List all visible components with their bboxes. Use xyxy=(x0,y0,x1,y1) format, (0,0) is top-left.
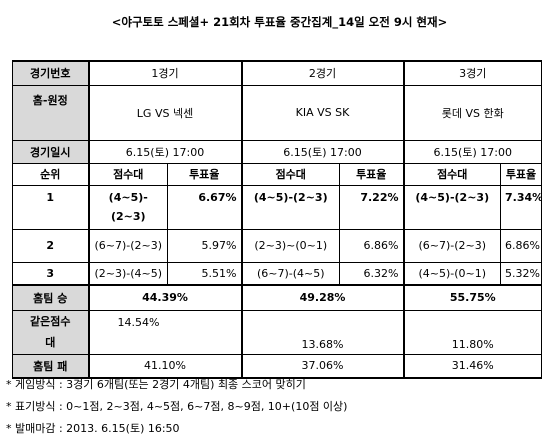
date-row: 경기일시 6.15(토) 17:00 6.15(토) 17:00 6.15(토)… xyxy=(12,139,542,164)
game1-home-loss: 41.10% xyxy=(87,353,242,379)
game3-rate-header: 투표율 xyxy=(500,162,542,186)
game1-home-win: 44.39% xyxy=(87,284,242,311)
rank-3-label: 3 xyxy=(12,261,89,286)
home-win-row: 홈팀 승 44.39% 49.28% 55.75% xyxy=(12,284,542,311)
game1-date: 6.15(토) 17:00 xyxy=(87,139,242,164)
game1-rank1-score: (4~5)- (2~3) xyxy=(87,184,168,230)
game2-rank1-score: (4~5)-(2~3) xyxy=(240,184,340,230)
draw-label: 같은점수 대 xyxy=(12,309,89,355)
game2-rank1-rate: 7.22% xyxy=(339,184,404,230)
game2-rank2-rate: 6.86% xyxy=(339,228,404,263)
game-number-row: 경기번호 1경기 2경기 3경기 xyxy=(12,60,542,86)
teams-label: 홈-원정 xyxy=(12,84,89,141)
teams-row: 홈-원정 LG VS 넥센 KIA VS SK 롯데 VS 한화 xyxy=(12,84,542,141)
game2-rank3-rate: 6.32% xyxy=(339,261,404,286)
game1-rank2-rate: 5.97% xyxy=(167,228,242,263)
game3-home-win: 55.75% xyxy=(402,284,542,311)
home-loss-row: 홈팀 패 41.10% 37.06% 31.46% xyxy=(12,353,542,379)
game2-home-loss: 37.06% xyxy=(240,353,404,379)
note-game-method: * 게임방식 : 3경기 6개팀(또는 2경기 4개팀) 최종 스코어 맞히기 xyxy=(6,378,306,391)
rank-header-row: 순위 점수대 투표율 점수대 투표율 점수대 투표율 xyxy=(12,162,542,186)
game3-header: 3경기 xyxy=(402,60,542,86)
game3-rank2-score: (6~7)-(2~3) xyxy=(402,228,501,263)
game1-rank1-rate: 6.67% xyxy=(167,184,242,230)
draw-row: 같은점수 대 14.54% 13.68% 11.80% xyxy=(12,309,542,355)
game2-rank3-score: (6~7)-(4~5) xyxy=(240,261,340,286)
game1-score-header: 점수대 xyxy=(87,162,168,186)
rank-2-row: 2 (6~7)-(2~3) 5.97% (2~3)~(0~1) 6.86% (6… xyxy=(12,228,542,263)
note-deadline: * 발매마감 : 2013. 6.15(토) 16:50 xyxy=(6,422,180,435)
game1-header: 1경기 xyxy=(87,60,242,86)
game2-rate-header: 투표율 xyxy=(339,162,404,186)
game2-header: 2경기 xyxy=(240,60,404,86)
game1-rate-header: 투표율 xyxy=(167,162,242,186)
rank-3-row: 3 (2~3)-(4~5) 5.51% (6~7)-(4~5) 6.32% (4… xyxy=(12,261,542,286)
game1-rank3-score: (2~3)-(4~5) xyxy=(87,261,168,286)
game3-home-loss: 31.46% xyxy=(402,353,542,379)
game3-rank1-score: (4~5)-(2~3) xyxy=(402,184,501,230)
game3-rank1-rate: 7.34% xyxy=(500,184,542,230)
game3-date: 6.15(토) 17:00 xyxy=(402,139,542,164)
game1-draw: 14.54% xyxy=(87,309,242,355)
vote-rate-table: 경기번호 1경기 2경기 3경기 홈-원정 LG VS 넥센 KIA VS SK… xyxy=(12,60,542,379)
game3-rank3-score: (4~5)-(0~1) xyxy=(402,261,501,286)
page-title: <야구토토 스페셜+ 21회차 투표율 중간집계_14일 오전 9시 현재> xyxy=(111,15,448,29)
game2-teams: KIA VS SK xyxy=(240,84,404,141)
date-label: 경기일시 xyxy=(12,139,89,164)
game2-score-header: 점수대 xyxy=(240,162,340,186)
game1-teams: LG VS 넥센 xyxy=(87,84,242,141)
rank-1-row: 1 (4~5)- (2~3) 6.67% (4~5)-(2~3) 7.22% (… xyxy=(12,184,542,230)
game2-home-win: 49.28% xyxy=(240,284,404,311)
notes: * 게임방식 : 3경기 6개팀(또는 2경기 4개팀) 최종 스코어 맞히기 … xyxy=(6,374,347,440)
game3-rank2-rate: 6.86% xyxy=(500,228,542,263)
game2-draw: 13.68% xyxy=(240,309,404,355)
game3-teams: 롯데 VS 한화 xyxy=(402,84,542,141)
rank-header-label: 순위 xyxy=(12,162,89,186)
rank-2-label: 2 xyxy=(12,228,89,263)
game1-rank1-score-line2: (2~3) xyxy=(110,210,146,223)
game2-date: 6.15(토) 17:00 xyxy=(240,139,404,164)
game3-draw: 11.80% xyxy=(402,309,542,355)
game1-rank1-score-line1: (4~5)- xyxy=(108,191,148,204)
rank-1-label: 1 xyxy=(12,184,89,230)
note-notation: * 표기방식 : 0~1점, 2~3점, 4~5점, 6~7점, 8~9점, 1… xyxy=(6,400,348,413)
draw-label-line2: 대 xyxy=(45,336,56,349)
game2-rank2-score: (2~3)~(0~1) xyxy=(240,228,340,263)
draw-label-line1: 같은점수 xyxy=(30,315,71,328)
home-loss-label: 홈팀 패 xyxy=(12,353,89,379)
game1-rank2-score: (6~7)-(2~3) xyxy=(87,228,168,263)
game1-rank3-rate: 5.51% xyxy=(167,261,242,286)
game3-rank3-rate: 5.32% xyxy=(500,261,542,286)
game-number-label: 경기번호 xyxy=(12,60,89,86)
game3-score-header: 점수대 xyxy=(402,162,501,186)
home-win-label: 홈팀 승 xyxy=(12,284,89,311)
